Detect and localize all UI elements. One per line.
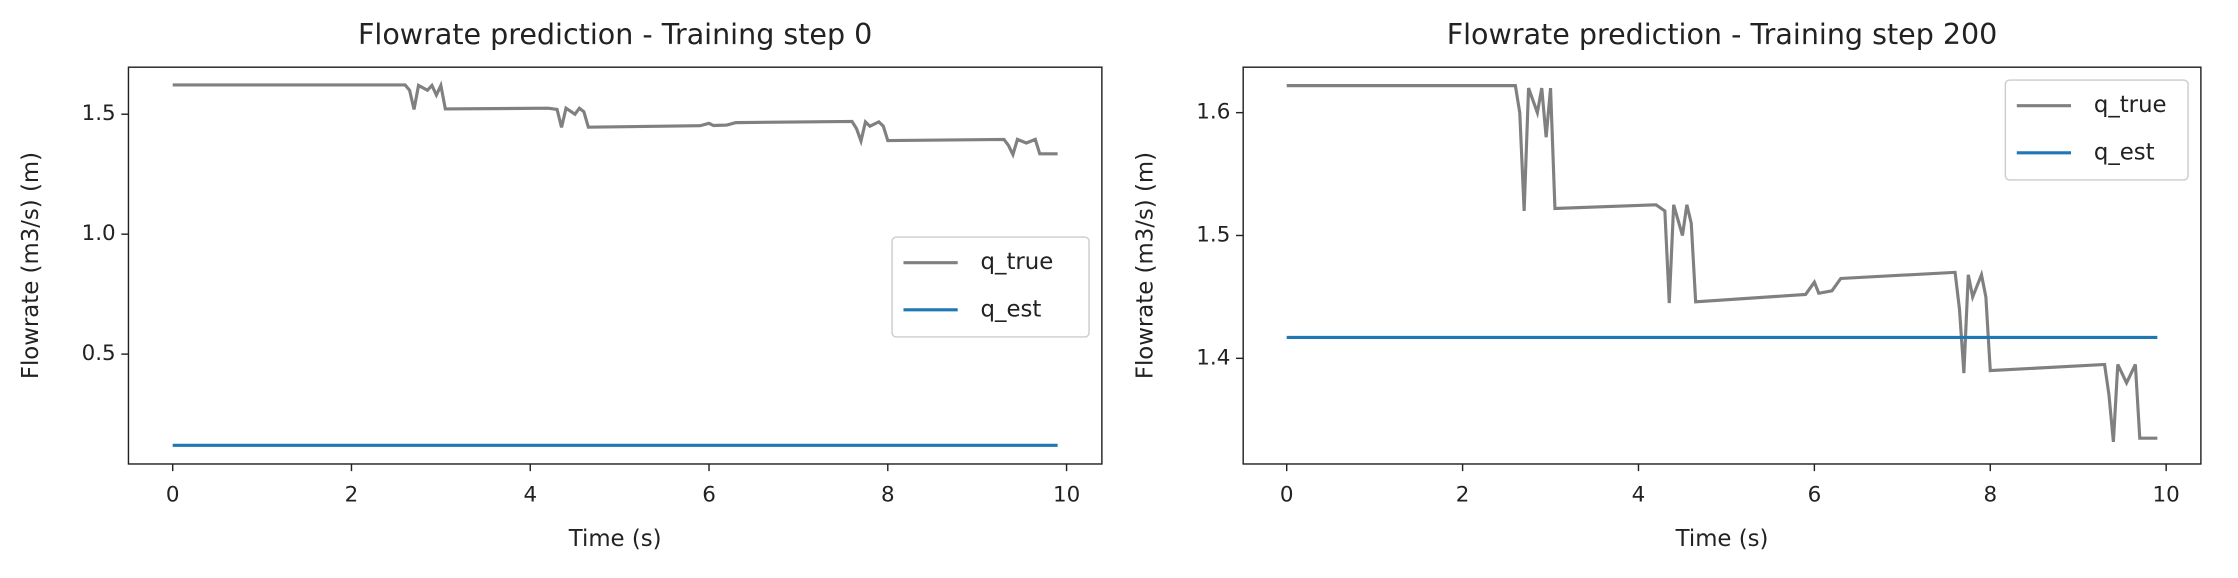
legend-label: q_est [2094, 139, 2155, 165]
series-line [172, 80, 1058, 159]
x-tick-label: 10 [1053, 482, 1080, 507]
axes-frame [1242, 66, 2202, 465]
legend-label: q_true [981, 249, 1054, 275]
legend-label: q_est [981, 296, 1042, 322]
x-tick-label: 8 [1983, 482, 1997, 507]
y-tick-label: 1.4 [1196, 345, 1230, 370]
x-axis-label: Time (s) [568, 526, 662, 552]
x-tick-label: 0 [1280, 482, 1294, 507]
y-tick-label: 0.5 [82, 341, 116, 366]
x-tick-label: 0 [166, 482, 180, 507]
y-tick-label: 1.6 [1196, 100, 1230, 125]
x-tick-label: 4 [1632, 482, 1646, 507]
x-tick-label: 8 [881, 482, 895, 507]
y-tick-label: 1.5 [82, 101, 116, 126]
x-tick-label: 10 [2153, 482, 2180, 507]
plot: Flowrate prediction - Training step 0 Tim… [18, 18, 1103, 552]
x-tick-label: 2 [345, 482, 359, 507]
y-tick-label: 1.0 [82, 221, 116, 246]
x-axis-label: Time (s) [1675, 526, 1769, 552]
x-tick-label: 4 [523, 482, 537, 507]
x-tick-label: 6 [1808, 482, 1822, 507]
y-tick-label: 1.5 [1196, 222, 1230, 247]
chart-title: Flowrate prediction - Training step 200 [1447, 18, 1998, 51]
x-tick-label: 2 [1456, 482, 1470, 507]
x-tick-label: 6 [702, 482, 716, 507]
series-line [1286, 84, 2158, 443]
legend-label: q_true [2094, 92, 2167, 118]
y-axis-label: Flowrate (m3/s) (m) [18, 152, 44, 379]
plot: Flowrate prediction - Training step 200 T… [1133, 18, 2202, 552]
y-axis-label: Flowrate (m3/s) (m) [1133, 152, 1159, 379]
chart-title: Flowrate prediction - Training step 0 [358, 18, 872, 51]
axes-frame [127, 66, 1103, 465]
